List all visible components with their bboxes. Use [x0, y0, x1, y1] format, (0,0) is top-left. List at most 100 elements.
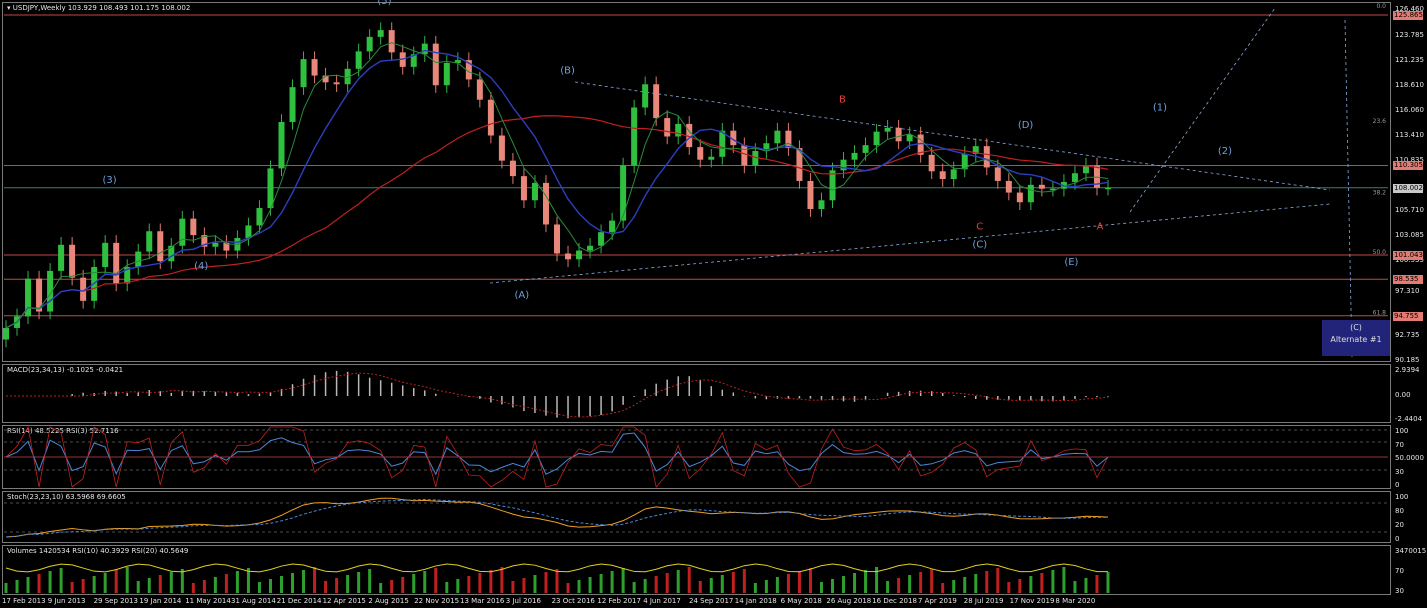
price-tick: 110.835: [1395, 156, 1424, 165]
candle: [102, 242, 109, 268]
date-tick: 17 Feb 2013: [2, 597, 46, 605]
candle: [807, 180, 814, 210]
candle: [598, 232, 605, 246]
candle: [509, 160, 516, 177]
date-tick: 8 Mar 2020: [1055, 597, 1096, 605]
candle: [653, 84, 660, 119]
candle: [994, 167, 1001, 181]
candle: [917, 134, 924, 155]
rsi3-line: [5, 425, 1109, 488]
candle: [763, 143, 770, 151]
candle: [421, 43, 428, 55]
volume-pane[interactable]: Volumes 1420534 RSI(10) 40.3929 RSI(20) …: [2, 545, 1391, 595]
indicator-tick: 70: [1395, 567, 1404, 575]
candle: [697, 147, 704, 160]
date-tick: 13 Mar 2016: [460, 597, 505, 605]
price-level-badge: 98.535: [1393, 275, 1423, 285]
candle: [542, 182, 549, 225]
candle: [1105, 187, 1111, 190]
date-tick: 14 Jan 2018: [734, 597, 777, 605]
trendline: [574, 81, 1331, 191]
candle: [708, 156, 715, 160]
date-tick: 24 Sep 2017: [689, 597, 734, 605]
candle: [895, 127, 902, 142]
stoch-pane[interactable]: Stoch(23,23,10) 63.5968 69.6605: [2, 491, 1391, 543]
indicator-tick: 0: [1395, 481, 1400, 489]
fib-label: 61.8: [1373, 309, 1387, 316]
candle: [609, 220, 616, 233]
candle: [212, 242, 219, 247]
candle: [1082, 165, 1089, 174]
candle: [620, 165, 627, 221]
stoch-label: Stoch(23,23,10) 63.5968 69.6605: [7, 493, 126, 501]
alternate-wave-label: (C): [1350, 323, 1362, 332]
indicator-tick: 20: [1395, 521, 1404, 529]
candle: [355, 51, 362, 69]
price-tick: 118.610: [1395, 81, 1424, 90]
date-tick: 11 May 2014: [185, 597, 231, 605]
alternate-scenario-box: (C) Alternate #1: [1322, 320, 1390, 356]
indicator-tick: 50.0000: [1395, 454, 1424, 462]
price-tick: 90.185: [1395, 356, 1420, 364]
candle: [950, 169, 957, 180]
candle: [1038, 184, 1045, 189]
candle: [388, 30, 395, 53]
candle: [245, 225, 252, 239]
rsi14-line: [5, 432, 1109, 476]
candle: [565, 253, 572, 260]
trendline: [1344, 19, 1353, 358]
date-tick: 26 Aug 2018: [826, 597, 872, 605]
price-tick: 126.460: [1395, 5, 1424, 14]
indicator-tick: 2.9394: [1395, 366, 1420, 374]
candle: [719, 130, 726, 157]
macd-pane[interactable]: MACD(23,34,13) -0.1025 -0.0421: [2, 364, 1391, 423]
fib-label: 50.0: [1373, 249, 1387, 256]
candle: [333, 82, 340, 85]
price-pane[interactable]: ▾ USDJPY,Weekly 103.929 108.493 101.175 …: [2, 2, 1391, 362]
trendline: [489, 203, 1331, 284]
candle: [818, 200, 825, 210]
candle: [972, 146, 979, 154]
candle: [366, 36, 373, 52]
symbol-header: ▾ USDJPY,Weekly 103.929 108.493 101.175 …: [7, 4, 190, 12]
candle: [531, 182, 538, 201]
wave-label: B: [839, 95, 846, 106]
candle: [113, 242, 120, 284]
dropdown-triangle-icon[interactable]: ▾: [7, 4, 11, 12]
macd-signal-line: [6, 372, 1109, 418]
fib-label: 23.6: [1373, 118, 1387, 125]
wave-label: (D): [1018, 120, 1034, 131]
price-tick: 97.310: [1395, 287, 1420, 296]
indicator-tick: 30: [1395, 587, 1404, 595]
candle: [124, 267, 131, 284]
price-tick: 92.735: [1395, 331, 1420, 340]
candle: [476, 79, 483, 100]
ma-short-line: [5, 42, 1109, 329]
candle: [1016, 192, 1023, 203]
candle: [190, 218, 197, 236]
candle: [36, 278, 43, 312]
candle: [1071, 173, 1078, 182]
candle: [289, 87, 296, 122]
candle: [498, 135, 505, 161]
price-tick: 105.710: [1395, 205, 1424, 214]
price-tick: 113.410: [1395, 131, 1424, 140]
date-tick: 12 Feb 2017: [597, 597, 641, 605]
candle: [487, 99, 494, 136]
candle: [730, 130, 737, 146]
stoch-d-line: [5, 498, 1109, 538]
date-tick: 3 Jul 2016: [505, 597, 541, 605]
candle: [80, 277, 87, 301]
indicator-tick: 30: [1395, 467, 1404, 476]
candle: [774, 130, 781, 144]
date-tick: 23 Oct 2016: [551, 597, 595, 605]
volume-rsi-line: [5, 563, 1109, 573]
candle: [587, 245, 594, 251]
candle: [631, 107, 638, 166]
price-level-badge: 94.755: [1393, 311, 1423, 321]
candle: [983, 146, 990, 168]
candle: [554, 224, 560, 254]
fib-label: 38.2: [1373, 189, 1387, 196]
price-tick: 116.060: [1395, 105, 1424, 114]
